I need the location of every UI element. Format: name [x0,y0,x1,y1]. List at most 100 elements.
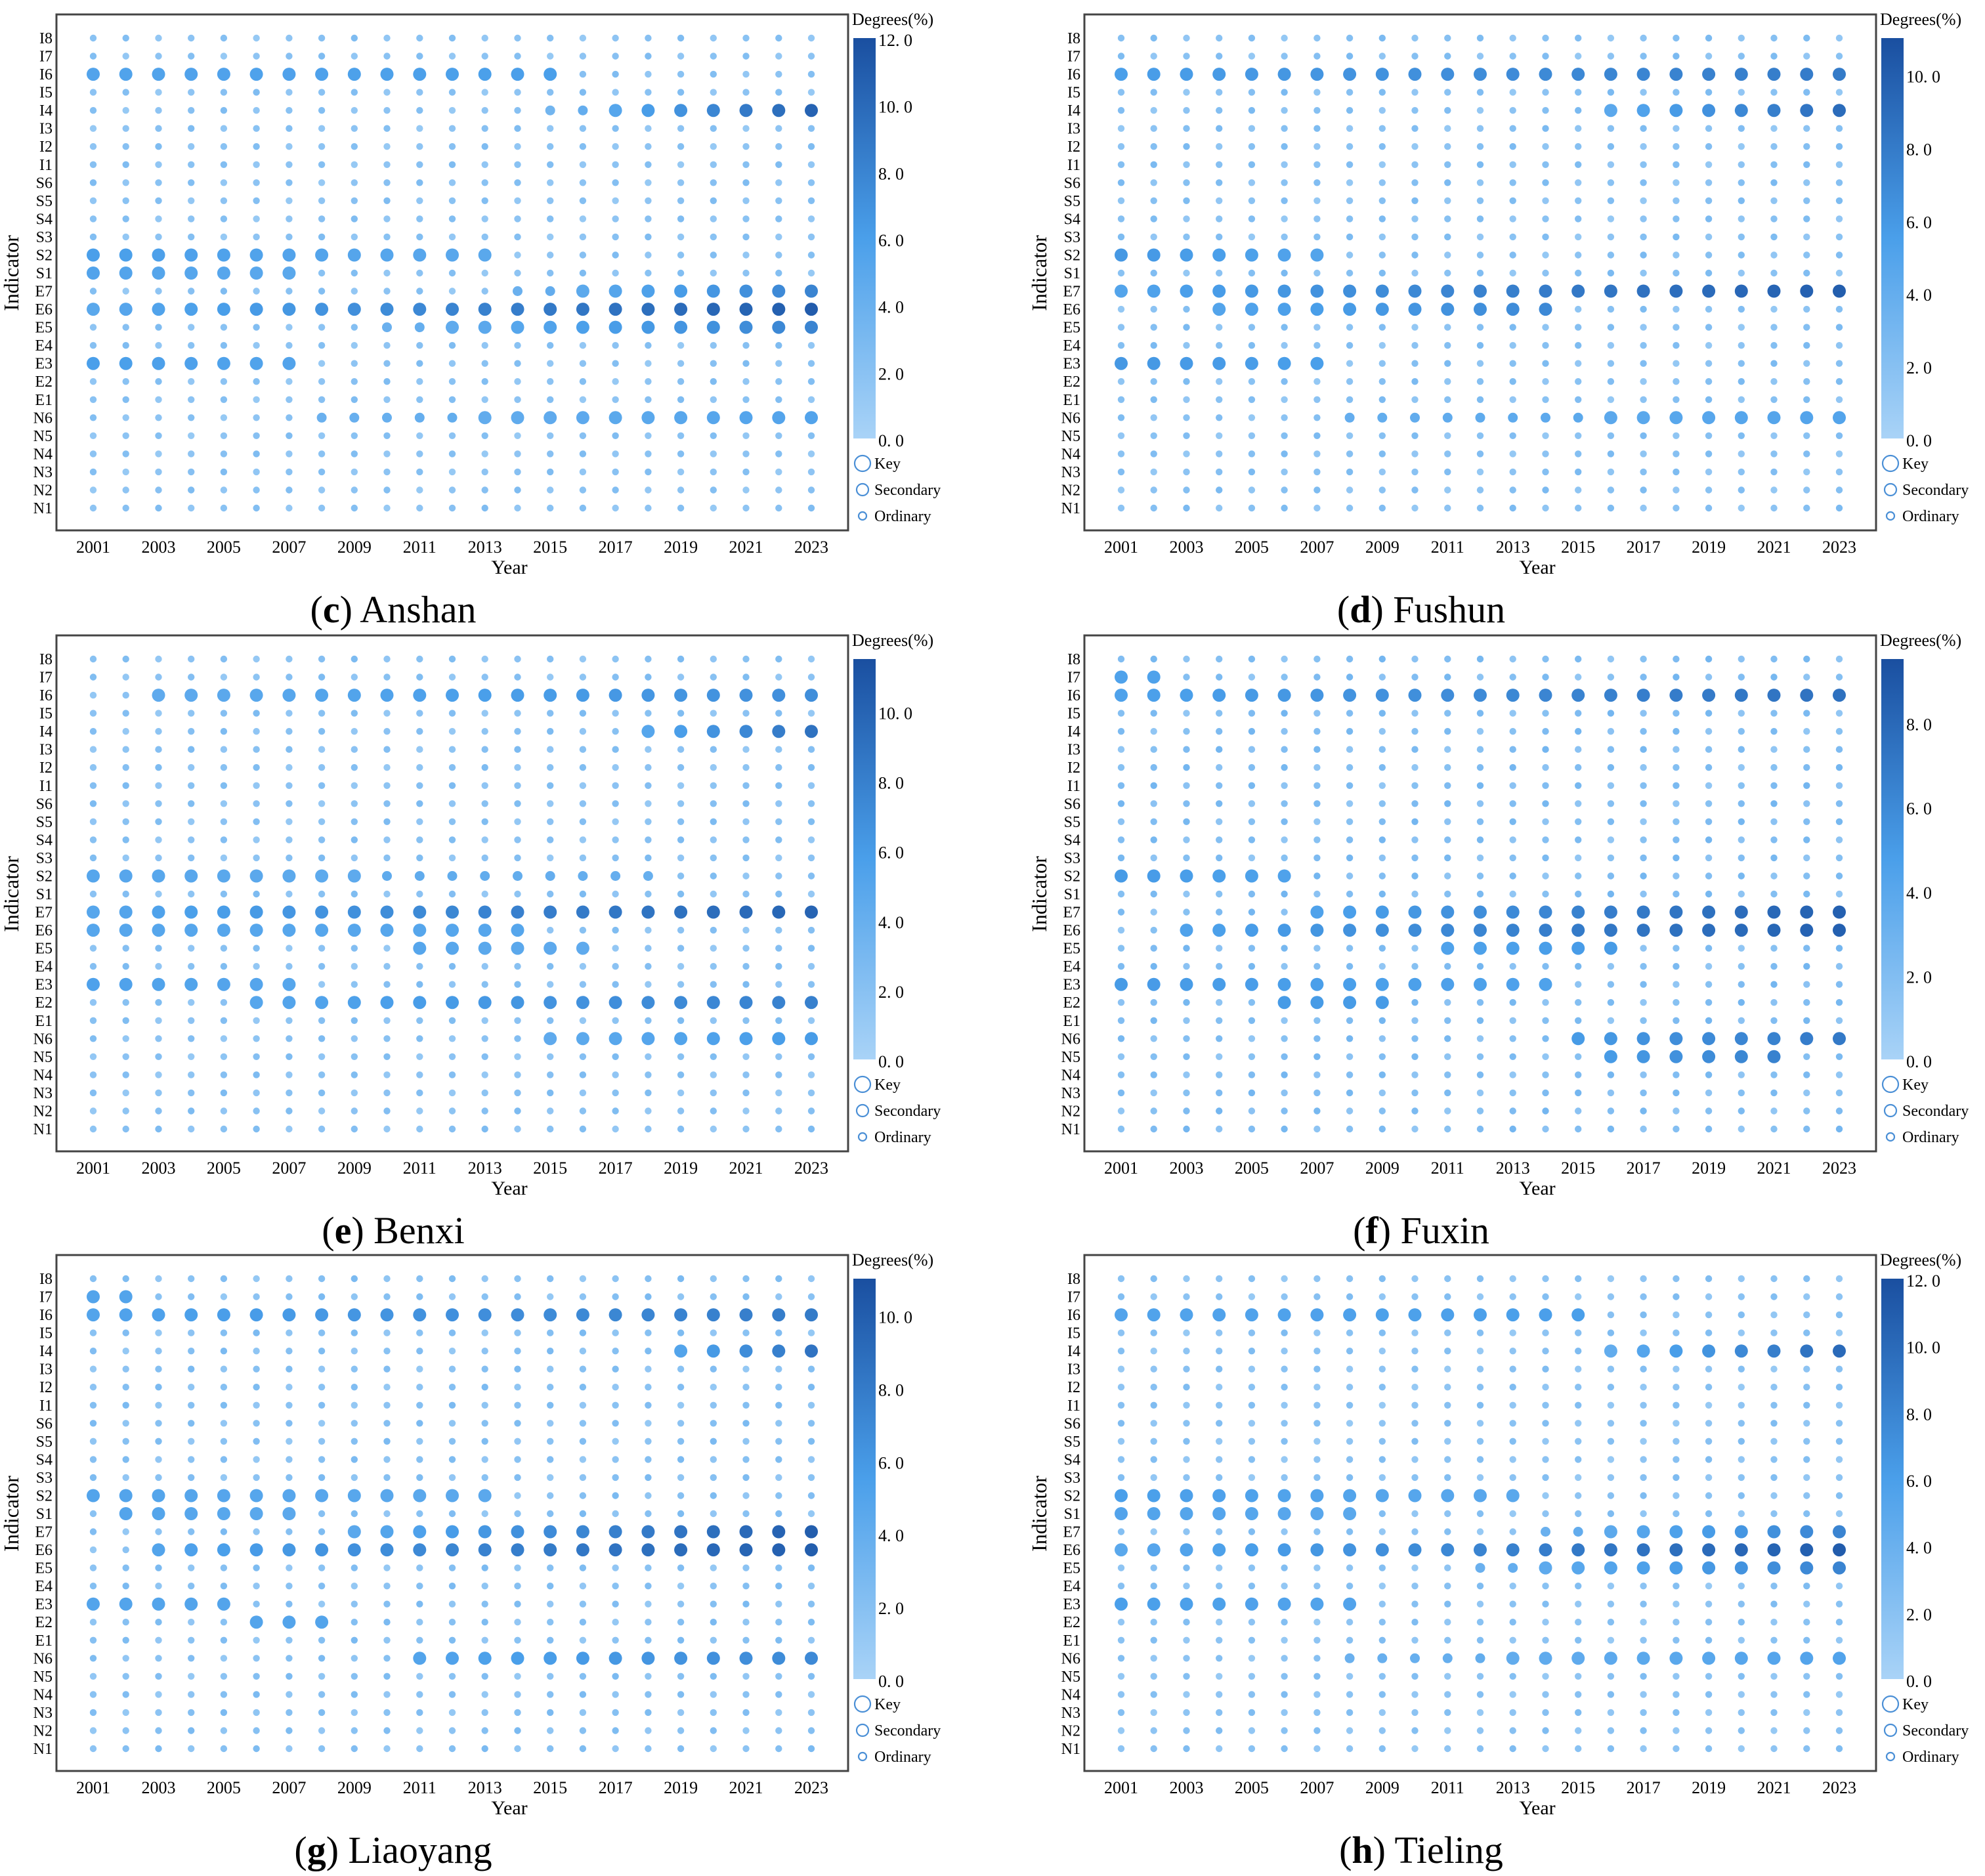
data-point [772,1308,786,1322]
data-point [674,1652,688,1665]
data-point [122,673,129,681]
data-point [547,432,554,439]
data-point [1180,1489,1193,1503]
data-point [645,782,652,790]
y-tick-label: I2 [1067,759,1080,777]
data-point [807,872,815,880]
data-point [481,269,488,277]
data-point [383,161,391,168]
data-point [579,1438,587,1445]
data-point [1640,673,1647,681]
data-point [416,269,423,277]
data-point [1180,284,1193,298]
data-point [1640,1583,1647,1590]
data-point [383,1709,391,1716]
data-point [478,996,492,1010]
data-point [1835,1691,1843,1698]
data-point [1509,1438,1516,1445]
data-point [1705,342,1713,349]
data-point [1378,143,1386,150]
data-point [1346,1420,1354,1427]
data-point [253,1071,260,1078]
data-point [383,504,391,512]
data-point [1673,396,1680,403]
data-point [1310,68,1324,81]
data-point [448,53,456,60]
data-point [1734,1050,1748,1063]
data-point [608,1652,622,1665]
data-point [1833,284,1846,298]
data-point [514,1492,521,1499]
data-point [1835,673,1843,681]
data-point [1245,977,1258,991]
data-point [645,1329,652,1336]
data-point [1183,800,1190,807]
data-point [188,161,195,168]
colorbar-label: Degrees(%) [852,1250,933,1269]
data-point [155,1456,162,1463]
data-point [155,1745,162,1753]
data-point [579,1348,587,1355]
y-tick-label: N6 [1061,1031,1080,1048]
data-point [351,450,358,458]
data-point [416,1420,423,1427]
data-point [1411,143,1419,150]
data-point [775,450,782,458]
data-point [318,782,326,790]
data-point [1734,284,1748,298]
data-point [249,689,263,702]
data-point [1410,1653,1420,1663]
data-point [547,53,554,60]
y-tick-label: S6 [1064,1415,1080,1432]
y-tick-label: I7 [1067,49,1080,66]
data-point [416,161,423,168]
data-point [1180,1543,1193,1557]
data-point [1542,269,1549,277]
size-legend-ordinary-icon [1885,511,1896,521]
data-point [742,1420,750,1427]
data-point [807,890,815,898]
data-point [1117,342,1125,349]
data-point [122,1089,129,1097]
y-tick-label: S4 [1064,832,1080,849]
data-point [805,320,818,334]
data-point [1444,1017,1451,1025]
data-point [318,125,326,132]
data-point [416,1089,423,1097]
data-point [188,1564,195,1571]
data-point [807,1365,815,1373]
data-point [286,1745,293,1753]
data-point [1835,1636,1843,1644]
data-point [119,977,133,991]
data-point [772,1344,786,1358]
data-point [1313,342,1321,349]
y-tick-label: S4 [36,832,53,849]
data-point [514,378,521,385]
data-point [710,1293,717,1300]
data-point [1444,1384,1451,1391]
data-point [1117,396,1125,403]
data-point [155,504,162,512]
data-point [1738,945,1745,952]
x-tick-label: 2009 [337,1159,372,1178]
data-point [1444,1401,1451,1409]
data-point [547,1564,554,1571]
y-tick-label: S6 [1064,796,1080,813]
data-point [282,1615,296,1629]
y-tick-label: N6 [1061,410,1080,427]
data-point [253,107,260,114]
plot-frame [55,1254,849,1772]
data-point [1636,104,1650,117]
data-point [547,1438,554,1445]
data-point [1411,1293,1419,1300]
data-point [1835,396,1843,403]
data-point [1313,1329,1321,1336]
data-point [1216,1329,1223,1336]
data-point [253,342,260,349]
data-point [155,1107,162,1115]
data-point [645,269,652,277]
data-point [1738,161,1745,168]
data-point [641,905,655,919]
data-point [220,1691,228,1698]
data-point [1444,1438,1451,1445]
